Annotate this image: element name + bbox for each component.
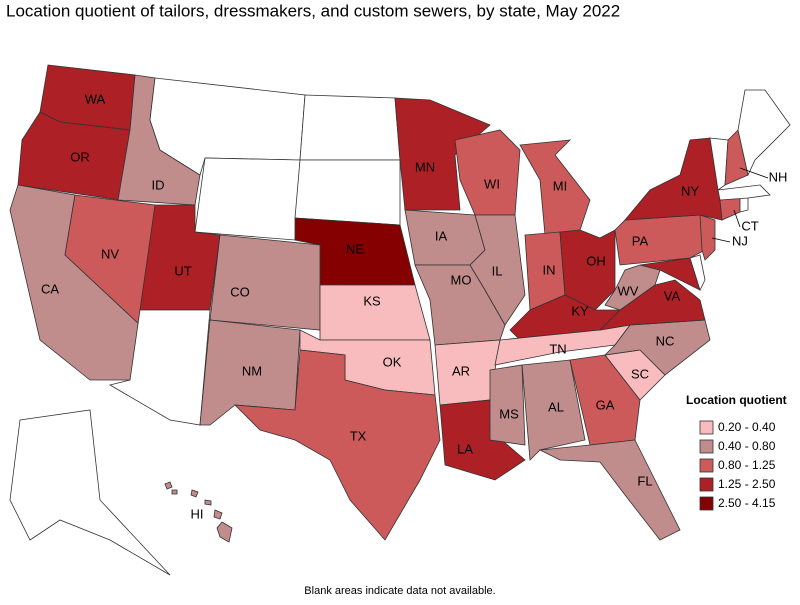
footnote: Blank areas indicate data not available. — [304, 585, 495, 597]
state-label: MS — [499, 406, 519, 421]
state-label: NM — [242, 363, 262, 378]
state-label: CT — [741, 218, 758, 233]
state-label: NC — [656, 333, 675, 348]
state-label: ID — [152, 177, 165, 192]
state-label: NH — [769, 169, 788, 184]
state-label: NY — [681, 183, 699, 198]
state — [699, 214, 716, 261]
legend-label: 0.40 - 0.80 — [718, 439, 776, 453]
legend-label: 0.80 - 1.25 — [718, 458, 776, 472]
state-label: WA — [85, 91, 106, 106]
state-label: MN — [415, 159, 435, 174]
state — [9, 409, 171, 576]
state — [719, 197, 741, 221]
state — [469, 214, 526, 326]
legend-label: 2.50 - 4.15 — [718, 496, 776, 510]
state-label: TX — [350, 428, 367, 443]
state-label: OR — [70, 149, 90, 164]
state-label: IA — [435, 228, 448, 243]
map-title: Location quotient of tailors, dressmaker… — [6, 1, 620, 20]
state — [299, 94, 401, 161]
state — [739, 197, 749, 213]
legend-swatch — [699, 439, 714, 454]
state-label: TN — [549, 341, 566, 356]
state-label: MO — [451, 272, 472, 287]
state — [538, 439, 681, 541]
state-label: IL — [492, 263, 503, 278]
state-label: AL — [548, 399, 564, 414]
state-label: CA — [41, 281, 59, 296]
state-label: CO — [230, 284, 250, 299]
legend-swatch — [699, 496, 714, 511]
state — [717, 184, 771, 201]
state-label: VA — [664, 288, 681, 303]
legend-label: 1.25 - 2.50 — [718, 477, 776, 491]
leader-line — [739, 167, 769, 179]
state — [394, 97, 491, 211]
legend-swatch — [699, 458, 714, 473]
state-label: AR — [452, 363, 470, 378]
state-label: IN — [543, 262, 556, 277]
state — [737, 89, 791, 177]
state — [689, 254, 706, 292]
state-labels: WA OR ID NE CA NV UT CO NM KS OK TX MN IA MO AR LA WI IL MI… — [41, 91, 787, 521]
state — [294, 159, 401, 226]
state-label: NJ — [732, 233, 748, 248]
state — [604, 264, 661, 311]
state-label: NV — [101, 246, 119, 261]
state — [194, 157, 301, 241]
state-label: FL — [637, 473, 652, 488]
state-label: OK — [383, 354, 402, 369]
state-label: UT — [174, 263, 191, 278]
state-label: GA — [596, 397, 615, 412]
state — [624, 137, 723, 221]
states — [9, 64, 791, 576]
leader-line — [711, 237, 731, 243]
legend-swatch — [699, 477, 714, 492]
legend-title: Location quotient — [686, 393, 787, 407]
state — [519, 139, 591, 236]
state-label: NE — [346, 241, 364, 256]
legend-label: 0.20 - 0.40 — [718, 420, 776, 434]
state — [164, 481, 233, 543]
state-label: HI — [191, 506, 204, 521]
state-label: KY — [571, 303, 589, 318]
state — [233, 349, 441, 541]
state — [108, 309, 211, 426]
state-label: WV — [618, 283, 639, 298]
state-label: OH — [586, 253, 606, 268]
state — [454, 129, 521, 216]
state-label: SC — [631, 366, 649, 381]
state — [614, 214, 706, 266]
legend: 0.20 - 0.40 0.40 - 0.80 0.80 - 1.25 1.25 - … — [699, 420, 776, 511]
legend-swatch — [699, 420, 714, 435]
state-label: KS — [363, 293, 381, 308]
state-label: PA — [632, 233, 649, 248]
state — [209, 234, 321, 331]
leader-line — [733, 209, 741, 228]
state — [521, 359, 586, 461]
state-label: WI — [484, 176, 500, 191]
state — [489, 364, 526, 446]
state-label: LA — [457, 441, 473, 456]
state-label: MI — [553, 178, 567, 193]
